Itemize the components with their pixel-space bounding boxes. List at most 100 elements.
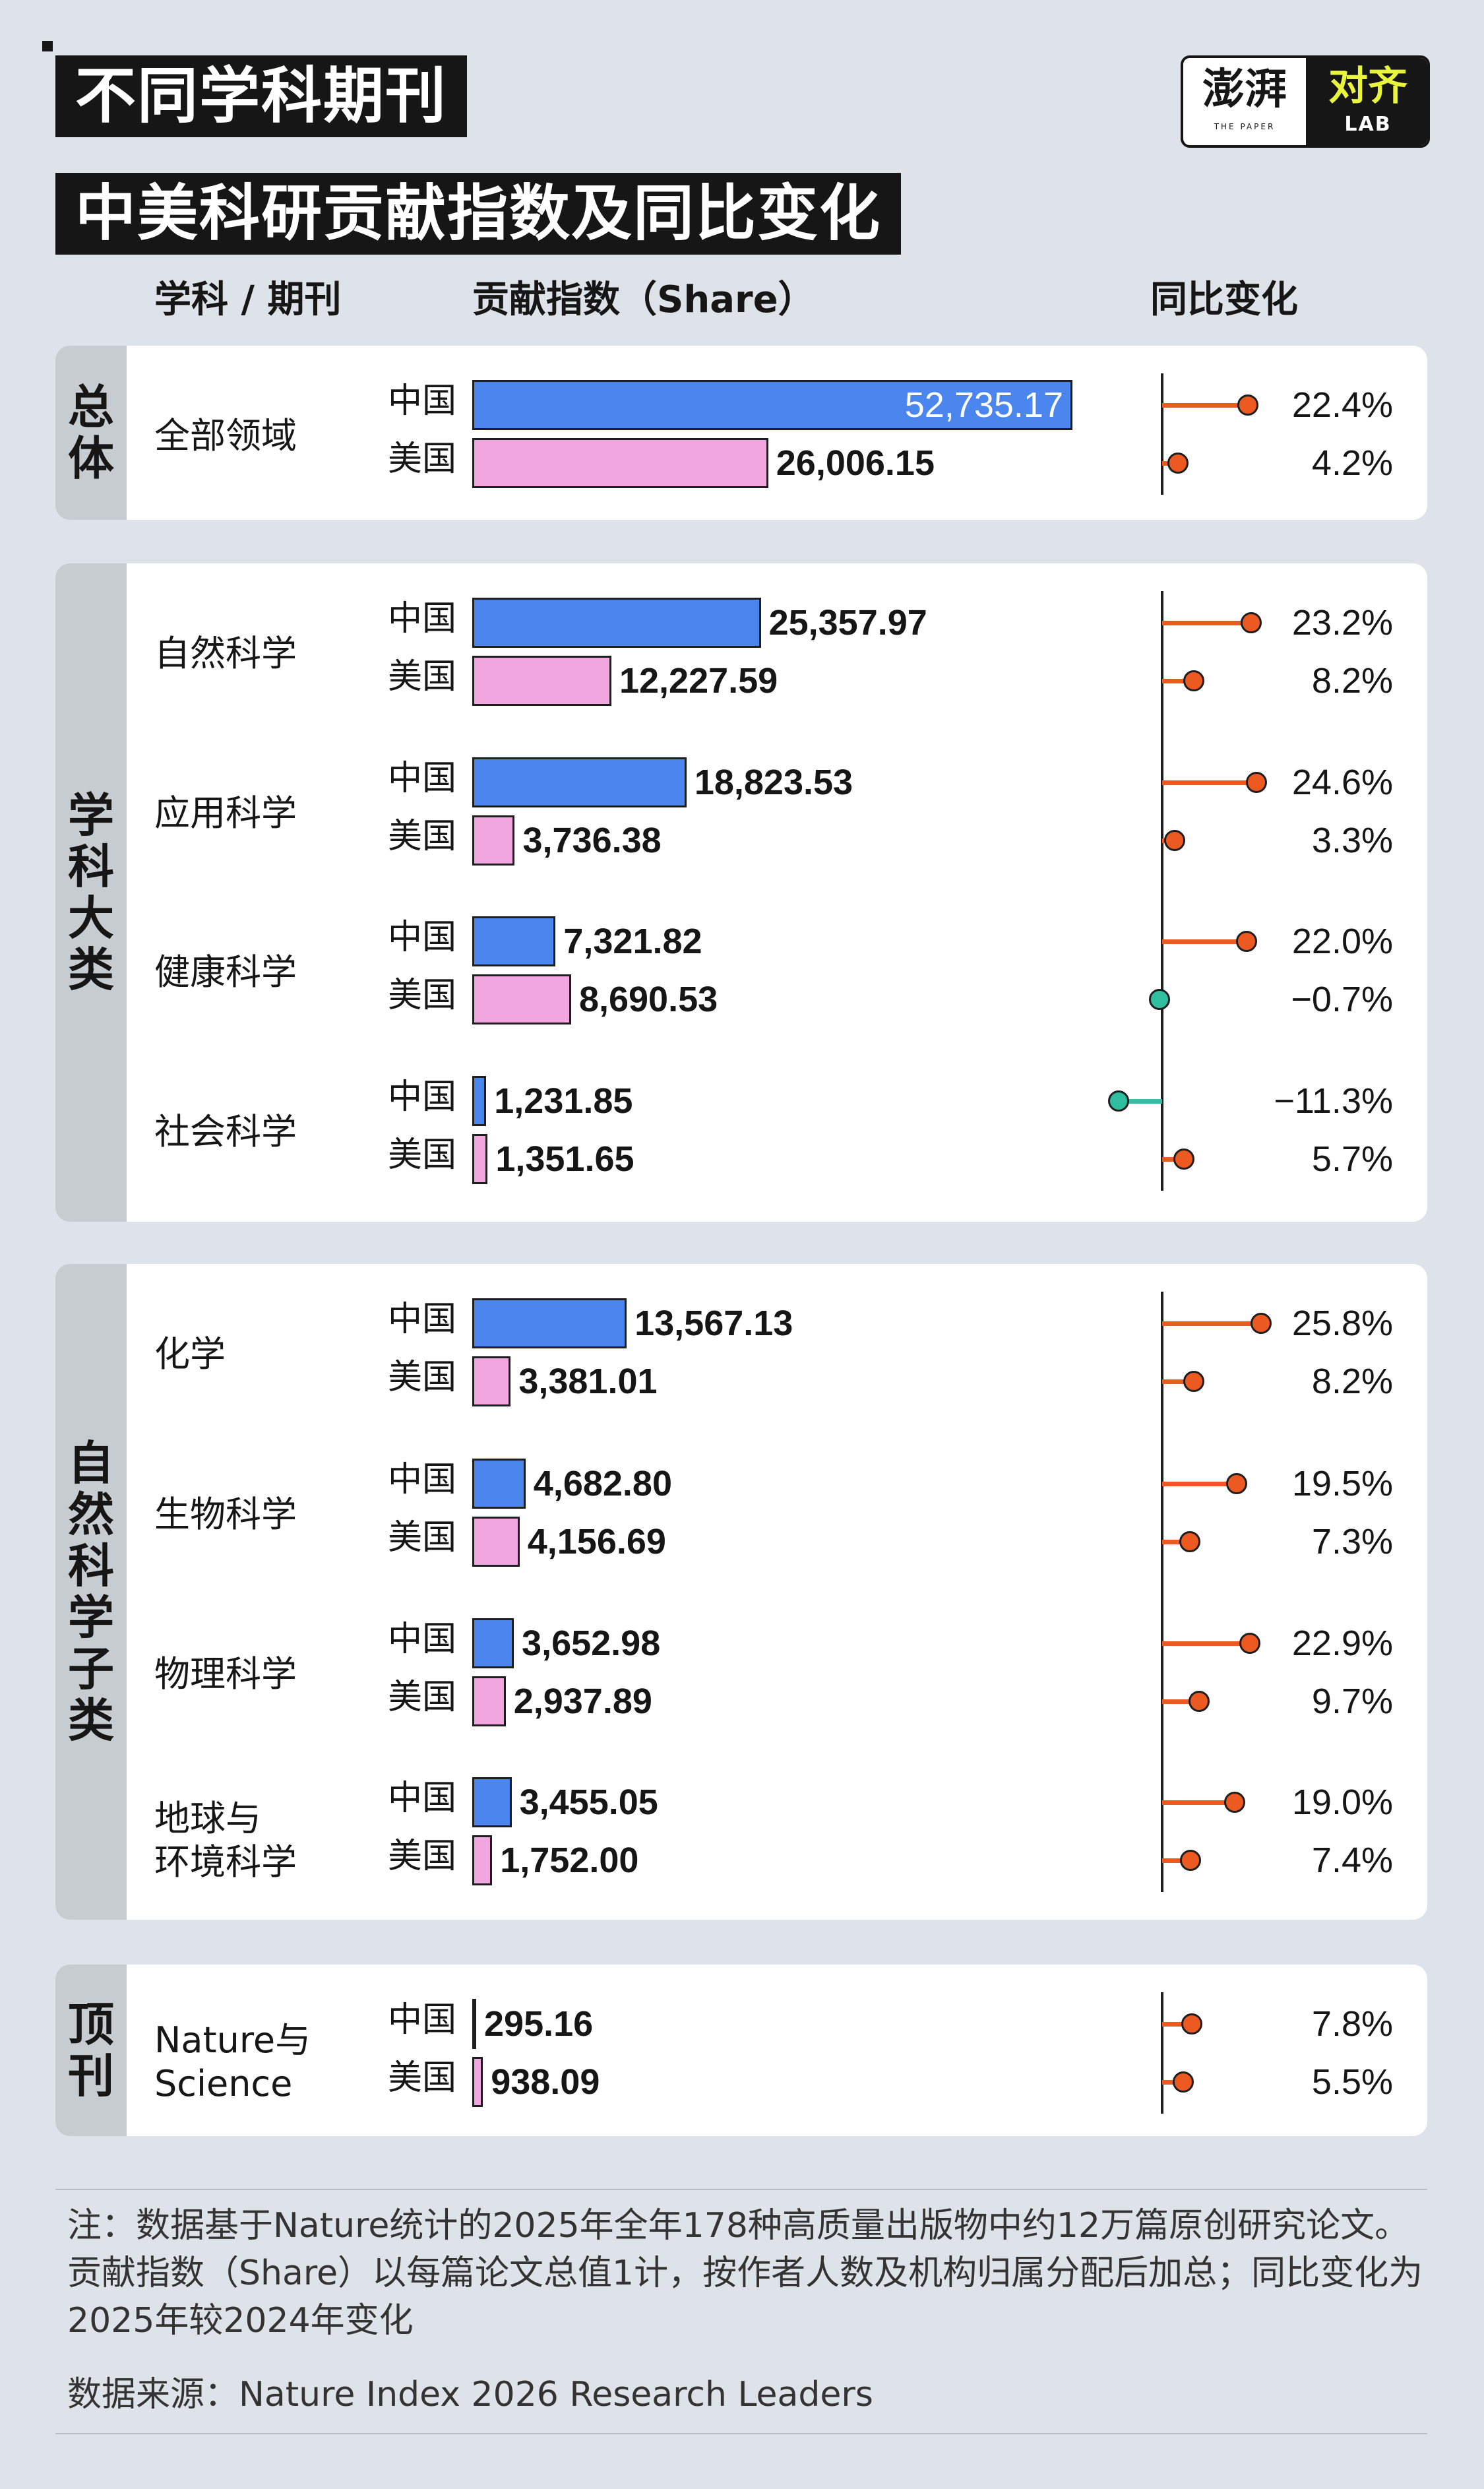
panel-4: 顶刊 Nature与 Science 中国 295.16 7.8% 美国 938.09 5.5% — [55, 1965, 1427, 2136]
yoy-line-us — [1162, 1540, 1190, 1544]
country-label-china: 中国 — [388, 1779, 457, 1818]
bar-us — [472, 1835, 493, 1885]
bar-china — [472, 1999, 476, 2049]
yoy-line-china — [1162, 780, 1257, 785]
yoy-line-us — [1162, 1858, 1191, 1863]
yoy-dot-us — [1167, 453, 1189, 474]
value-label-us: 1,752.00 — [500, 1841, 639, 1880]
footnote: 注：数据基于Nature统计的2025年全年178种高质量出版物中约12万篇原创… — [67, 2206, 1423, 2341]
yoy-label-us: 7.3% — [1311, 1522, 1393, 1561]
country-label-china: 中国 — [388, 918, 457, 957]
yoy-label-china: 22.0% — [1291, 922, 1393, 961]
value-label-china: 1,231.85 — [494, 1081, 633, 1121]
yoy-axis — [1161, 591, 1163, 1191]
logo-lab-text: LAB — [1344, 113, 1392, 136]
country-label-us: 美国 — [388, 976, 457, 1015]
note-divider-bottom — [55, 2433, 1427, 2434]
yoy-label-us: 3.3% — [1311, 821, 1393, 860]
yoy-label-china: 19.5% — [1291, 1464, 1393, 1503]
yoy-dot-us — [1148, 989, 1170, 1010]
bar-china — [472, 757, 687, 807]
country-label-us: 美国 — [388, 657, 457, 697]
yoy-dot-us — [1164, 830, 1186, 851]
bar-us — [472, 1517, 520, 1567]
bar-china — [472, 1076, 487, 1126]
yoy-label-us: 8.2% — [1311, 1362, 1393, 1401]
value-label-us: 3,736.38 — [522, 821, 662, 860]
yoy-label-china: 7.8% — [1311, 2004, 1393, 2044]
yoy-label-us: 8.2% — [1311, 661, 1393, 701]
group-label: 总体 — [68, 380, 114, 486]
category-label: 应用科学 — [154, 792, 297, 834]
header-category: 学科 / 期刊 — [154, 278, 342, 321]
panel-side-band — [55, 1264, 127, 1920]
yoy-dot-china — [1240, 612, 1262, 633]
yoy-dot-china — [1108, 1090, 1130, 1112]
yoy-dot-china — [1181, 2013, 1203, 2034]
yoy-dot-us — [1179, 1531, 1201, 1552]
yoy-line-china — [1162, 939, 1247, 944]
value-label-china: 13,567.13 — [634, 1304, 793, 1343]
yoy-label-china: 22.4% — [1291, 385, 1393, 425]
bar-china — [472, 598, 761, 648]
yoy-dot-us — [1189, 1691, 1210, 1712]
title-line-2: 中美科研贡献指数及同比变化 — [55, 173, 902, 255]
country-label-us: 美国 — [388, 1135, 457, 1175]
yoy-axis — [1161, 373, 1163, 495]
logo-sub-text: THE PAPER — [1214, 122, 1276, 131]
yoy-line-china — [1162, 2022, 1192, 2027]
value-label-china: 295.16 — [484, 2004, 594, 2044]
header-yoy: 同比变化 — [1150, 278, 1298, 321]
value-label-us: 12,227.59 — [619, 661, 778, 701]
category-label: 地球与 环境科学 — [154, 1798, 297, 1883]
yoy-line-us — [1162, 679, 1194, 683]
data-source: 数据来源：Nature Index 2026 Research Leaders — [67, 2375, 873, 2414]
yoy-line-china — [1162, 1482, 1237, 1486]
value-label-us: 3,381.01 — [518, 1362, 658, 1401]
bar-us — [472, 1134, 488, 1184]
yoy-line-us — [1162, 1157, 1185, 1162]
category-label: 社会科学 — [154, 1111, 297, 1152]
bar-china — [472, 1618, 514, 1668]
bar-us — [472, 1676, 506, 1726]
yoy-dot-china — [1251, 1313, 1272, 1334]
bar-us — [472, 1356, 511, 1406]
logo-right: 对齐 LAB — [1306, 58, 1427, 145]
value-label-china: 18,823.53 — [694, 763, 853, 802]
yoy-label-china: 19.0% — [1291, 1782, 1393, 1822]
yoy-dot-us — [1183, 670, 1204, 691]
yoy-dot-us — [1173, 1149, 1195, 1170]
yoy-label-china: 24.6% — [1291, 763, 1393, 802]
category-label: 物理科学 — [154, 1653, 297, 1695]
value-label-china: 3,455.05 — [519, 1782, 658, 1822]
yoy-label-us: 5.5% — [1311, 2062, 1393, 2102]
bar-china — [472, 380, 1072, 430]
category-label: 全部领域 — [154, 415, 297, 457]
yoy-dot-china — [1235, 931, 1257, 952]
value-label-us: 4,156.69 — [527, 1522, 666, 1561]
country-label-china: 中国 — [388, 599, 457, 639]
value-label-us: 26,006.15 — [776, 443, 935, 483]
panel-side-band — [55, 346, 127, 520]
yoy-line-china — [1162, 621, 1251, 625]
brand-logo: 澎湃 THE PAPER 对齐 LAB — [1181, 55, 1430, 148]
yoy-line-us — [1162, 1379, 1194, 1384]
yoy-line-us — [1162, 1699, 1200, 1704]
country-label-china: 中国 — [388, 1460, 457, 1499]
category-label: 自然科学 — [154, 633, 297, 674]
country-label-china: 中国 — [388, 381, 457, 421]
country-label-us: 美国 — [388, 1518, 457, 1558]
yoy-axis — [1161, 1292, 1163, 1892]
value-label-us: 2,937.89 — [513, 1682, 652, 1721]
country-label-us: 美国 — [388, 439, 457, 479]
yoy-label-china: 23.2% — [1291, 603, 1393, 643]
logo-right-text: 对齐 — [1328, 63, 1407, 110]
yoy-line-china — [1162, 1321, 1261, 1326]
yoy-line-china — [1162, 1800, 1235, 1805]
yoy-dot-us — [1183, 1371, 1204, 1392]
yoy-line-china — [1119, 1099, 1162, 1104]
value-label-china: 7,321.82 — [563, 922, 702, 961]
yoy-label-china: 22.9% — [1291, 1623, 1393, 1663]
title-dot — [42, 41, 53, 51]
yoy-dot-china — [1237, 394, 1259, 416]
